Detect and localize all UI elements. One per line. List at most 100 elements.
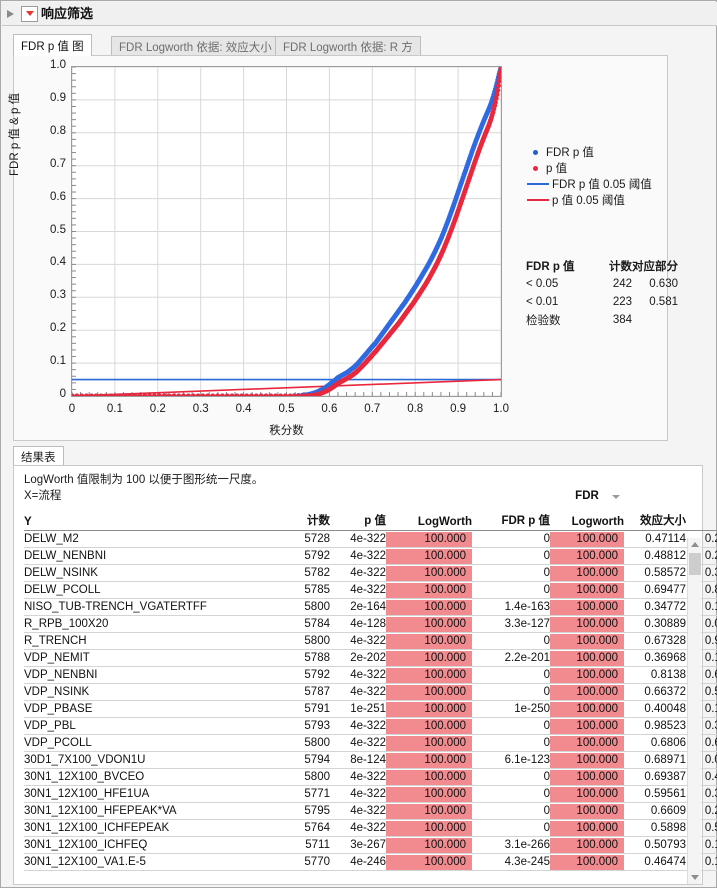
cell-fdr-p-value: 0 (472, 530, 550, 548)
fdr-logworth-highlight: 100.000 (550, 701, 624, 717)
table-row[interactable]: VDP_PBL 5793 4e-322 100.000 0 100.000 0.98523 0… (24, 717, 717, 735)
cell-fdr-logworth: 100.000 (550, 700, 624, 718)
cell-count: 5711 (272, 836, 330, 854)
cell-y: 30N1_12X100_HFE1UA (24, 785, 272, 803)
cell-fdr-p-value: 0 (472, 785, 550, 803)
chevron-down-icon[interactable] (688, 871, 701, 884)
cell-effect-size: 0.47114 (624, 530, 686, 548)
table-row[interactable]: VDP_PCOLL 5800 4e-322 100.000 0 100.000 0.6806… (24, 734, 717, 752)
cell-p-value: 4e-322 (330, 564, 386, 582)
cell-fdr-p-value: 0 (472, 581, 550, 599)
cell-logworth: 100.000 (386, 751, 472, 769)
cell-logworth: 100.000 (386, 564, 472, 582)
tab-results-table[interactable]: 结果表 (13, 446, 64, 466)
table-row[interactable]: R_TRENCH 5800 4e-322 100.000 0 100.000 0.67328… (24, 632, 717, 650)
y-tick-label: 1.0 (50, 59, 66, 71)
table-row[interactable]: 30N1_12X100_ICHFEQ 5711 3e-267 100.000 3.1e-… (24, 836, 717, 854)
column-header-rsquare[interactable]: R 方 (686, 508, 717, 531)
table-row[interactable]: 30N1_12X100_VA1.E-5 5770 4e-246 100.000 4.3e… (24, 853, 717, 871)
red-triangle-menu-icon[interactable] (21, 5, 38, 22)
chevron-down-icon[interactable] (612, 495, 620, 500)
table-row[interactable]: DELW_NENBNI 5792 4e-322 100.000 0 100.000 0.48… (24, 547, 717, 565)
cell-p-value: 4e-322 (330, 530, 386, 548)
table-header-row: FDR p 值 计数 对应部分 (526, 257, 678, 275)
y-axis-ticks: 0 0.1 0.2 0.3 0.4 0.5 0.6 0.7 0.8 0.9 1.0 (22, 56, 66, 400)
stats-label: < 0.01 (526, 296, 559, 308)
column-header-logworth[interactable]: LogWorth (386, 508, 472, 531)
y-tick-label: 0.9 (50, 91, 66, 104)
cell-logworth: 100.000 (386, 581, 472, 599)
triangle-collapse-icon[interactable] (5, 7, 19, 21)
column-header-count[interactable]: 计数 (272, 508, 330, 531)
table-row[interactable]: R_RPB_100X20 5784 4e-128 100.000 3.3e-127 100… (24, 615, 717, 633)
fdr-logworth-highlight: 100.000 (550, 837, 624, 853)
table-row[interactable]: 30D1_7X100_VDON1U 5794 8e-124 100.000 6.1e-1… (24, 751, 717, 769)
legend-label: FDR p 值 0.05 阈值 (552, 179, 652, 191)
cell-fdr-p-value: 4.3e-245 (472, 853, 550, 871)
fdr-logworth-highlight: 100.000 (550, 548, 624, 564)
table-row[interactable]: DELW_M2 5728 4e-322 100.000 0 100.000 0.47114 0… (24, 530, 717, 548)
cell-logworth: 100.000 (386, 768, 472, 786)
tab-fdr-logworth-by-effect-size[interactable]: FDR Logworth 依据: 效应大小 (111, 36, 280, 56)
results-vertical-scrollbar[interactable] (687, 538, 701, 884)
logworth-highlight: 100.000 (386, 735, 472, 751)
table-row[interactable]: DELW_PCOLL 5785 4e-322 100.000 0 100.000 0.694… (24, 581, 717, 599)
table-row[interactable]: 30N1_12X100_HFE1UA 5771 4e-322 100.000 0 100.… (24, 785, 717, 803)
x-tick-label: 0 (68, 403, 76, 415)
table-row[interactable]: 30N1_12X100_HFEPEAK*VA 5795 4e-322 100.000 0… (24, 802, 717, 820)
column-header-y[interactable]: Y (24, 508, 272, 531)
cell-p-value: 4e-246 (330, 853, 386, 871)
cell-p-value: 4e-322 (330, 768, 386, 786)
logworth-highlight: 100.000 (386, 565, 472, 581)
cell-y: DELW_NENBNI (24, 547, 272, 565)
logworth-highlight: 100.000 (386, 786, 472, 802)
y-tick-label: 0.5 (50, 223, 66, 236)
x-tick-label: 0.6 (321, 403, 338, 415)
column-header-fdr-p-value[interactable]: FDR p 值 (472, 508, 550, 531)
scatter-plot (72, 67, 501, 396)
page-title: 响应筛选 (41, 6, 94, 21)
cell-effect-size: 0.59561 (624, 785, 686, 803)
cell-fdr-p-value: 3.3e-127 (472, 615, 550, 633)
logworth-highlight: 100.000 (386, 599, 472, 615)
cell-effect-size: 0.8138 (624, 666, 686, 684)
column-header-p-value[interactable]: p 值 (330, 508, 386, 531)
table-row[interactable]: VDP_NENBNI 5792 4e-322 100.000 0 100.000 0.813… (24, 666, 717, 684)
table-row[interactable]: VDP_NEMIT 5788 2e-202 100.000 2.2e-201 100.00… (24, 649, 717, 667)
cell-fdr-logworth: 100.000 (550, 666, 624, 684)
cell-fdr-logworth: 100.000 (550, 683, 624, 701)
chevron-up-icon[interactable] (688, 538, 701, 551)
tab-fdr-p-value-plot[interactable]: FDR p 值 图 (13, 34, 92, 56)
fdr-logworth-highlight: 100.000 (550, 633, 624, 649)
cell-p-value: 4e-322 (330, 581, 386, 599)
column-header-fdr-logworth[interactable]: FDR Logworth (550, 490, 624, 531)
cell-fdr-p-value: 0 (472, 802, 550, 820)
cell-logworth: 100.000 (386, 530, 472, 548)
cell-count: 5787 (272, 683, 330, 701)
table-row[interactable]: NISO_TUB-TRENCH_VGATERTFF 5800 2e-164 100.0… (24, 598, 717, 616)
table-row[interactable]: DELW_NSINK 5782 4e-322 100.000 0 100.000 0.585… (24, 564, 717, 582)
cell-effect-size: 0.6609 (624, 802, 686, 820)
cell-effect-size: 0.36968 (624, 649, 686, 667)
cell-p-value: 4e-322 (330, 547, 386, 565)
table-row[interactable]: 30N1_12X100_ICHFEPEAK 5764 4e-322 100.000 0 1… (24, 819, 717, 837)
table-row[interactable]: 30N1_12X100_BVCEO 5800 4e-322 100.000 0 100.0… (24, 768, 717, 786)
cell-logworth: 100.000 (386, 598, 472, 616)
cell-y: 30D1_7X100_VDON1U (24, 751, 272, 769)
cell-effect-size: 0.69477 (624, 581, 686, 599)
legend-label: FDR p 值 (546, 147, 594, 159)
cell-p-value: 4e-322 (330, 802, 386, 820)
legend-line-icon (527, 199, 549, 201)
cell-fdr-p-value: 0 (472, 564, 550, 582)
stats-row: 检验数 384 (526, 311, 678, 329)
table-row[interactable]: VDP_NSINK 5787 4e-322 100.000 0 100.000 0.6637… (24, 683, 717, 701)
cell-logworth: 100.000 (386, 853, 472, 871)
scrollbar-thumb[interactable] (689, 553, 701, 575)
stats-label: 检验数 (526, 315, 561, 327)
cell-effect-size: 0.34772 (624, 598, 686, 616)
x-tick-label: 0.9 (450, 403, 467, 415)
table-row[interactable]: VDP_PBASE 5791 1e-251 100.000 1e-250 100.000 0… (24, 700, 717, 718)
tab-fdr-logworth-by-rsquare[interactable]: FDR Logworth 依据: R 方 (275, 36, 421, 56)
column-header-effect-size[interactable]: 效应大小 (624, 508, 686, 531)
plot-area[interactable] (71, 66, 502, 397)
